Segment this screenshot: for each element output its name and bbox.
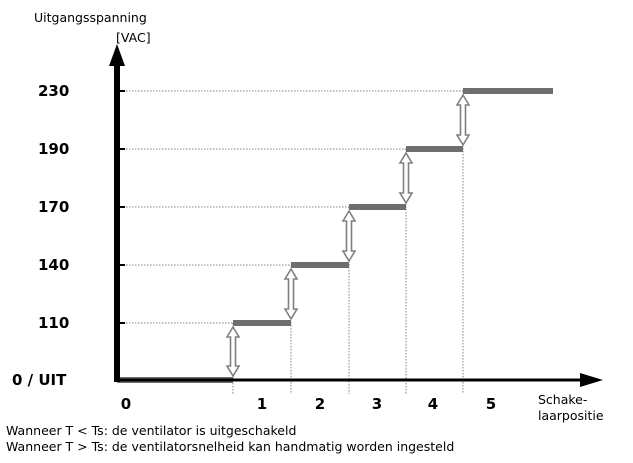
x-axis-title-line1: Schake- — [538, 392, 588, 407]
x-tick-label-1: 1 — [257, 395, 267, 413]
y-axis-unit: [VAC] — [116, 30, 151, 45]
y-axis-title: Uitgangsspanning — [34, 10, 147, 25]
adjust-arrow-5 — [455, 93, 471, 147]
adjust-arrow-4 — [398, 151, 414, 205]
y-tick-label-5: 230 — [38, 82, 69, 100]
y-tick-label-4: 190 — [38, 140, 69, 158]
note-manual: Wanneer T > Ts: de ventilatorsnelheid ka… — [6, 439, 455, 454]
x-axis-title-line2: laarpositie — [538, 408, 604, 423]
x-tick-label-4: 4 — [428, 395, 438, 413]
adjust-arrow-2 — [283, 267, 299, 321]
x-axis-title: Schake- laarpositie — [538, 392, 604, 424]
adjust-arrow-3 — [341, 209, 357, 263]
x-axis-arrowhead — [580, 373, 603, 387]
y-tick-label-3: 170 — [38, 198, 69, 216]
adjust-arrow-1 — [225, 325, 241, 378]
notes: Wanneer T < Ts: de ventilator is uitgesc… — [6, 423, 454, 455]
x-tick-label-0: 0 — [121, 395, 131, 413]
y-tick-label-2: 140 — [38, 256, 69, 274]
x-tick-label-2: 2 — [315, 395, 325, 413]
y-tick-label-1: 110 — [38, 314, 69, 332]
x-tick-label-5: 5 — [486, 395, 496, 413]
y-tick-label-0: 0 / UIT — [12, 371, 67, 389]
x-tick-label-3: 3 — [372, 395, 382, 413]
note-off: Wanneer T < Ts: de ventilator is uitgesc… — [6, 423, 297, 438]
y-axis-arrowhead — [109, 44, 125, 66]
